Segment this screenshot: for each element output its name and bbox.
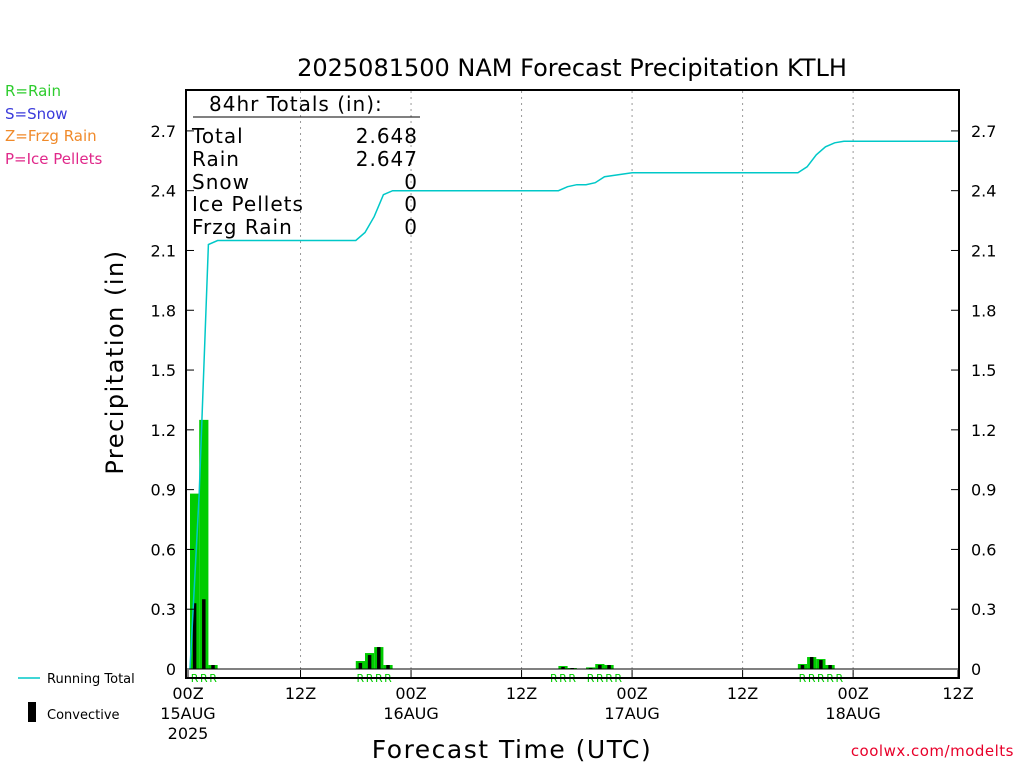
ptype-legend-rain: R=Rain [5,82,61,100]
y-axis-label: Precipitation (in) [101,249,129,474]
x-tick-date-label: 17AUG [604,704,659,723]
totals-box: 84hr Totals (in): Total 2.648 Rain 2.647… [191,92,420,239]
convective-legend-label: Convective [47,708,120,723]
grid-lines [300,91,854,677]
y-tick-label-right: 2.4 [971,182,996,201]
x-axis-label: Forecast Time (UTC) [372,735,652,764]
y-tick-label-right: 0.6 [971,540,996,559]
y-tick-label-left: 0 [166,660,176,679]
x-tick-date-label: 2025 [168,724,209,743]
precip-bars [190,419,835,669]
totals-header: 84hr Totals (in): [209,92,383,116]
convective-bar [561,667,565,669]
x-tick-date-label: 15AUG [160,704,215,723]
x-tick-label: 00Z [172,684,203,703]
x-tick-date-label: 16AUG [383,704,438,723]
y-tick-label-right: 2.7 [971,122,996,141]
ptype-legend-frzg-rain: Z=Frzg Rain [5,127,97,145]
y-tick-label-right: 0.3 [971,600,996,619]
totals-label-ice-pellets: Ice Pellets [192,192,304,216]
y-tick-label-right: 1.5 [971,361,996,380]
y-tick-label-right: 0.9 [971,481,996,500]
ptype-legend-snow: S=Snow [5,105,68,123]
totals-value-total: 2.648 [356,124,418,148]
bottom-legend: Running Total Convective [18,672,135,723]
convective-bar [192,603,197,669]
y-tick-label-right: 0 [971,660,981,679]
x-tick-label: 00Z [395,684,426,703]
totals-label-snow: Snow [192,170,250,194]
x-tick-label: 12Z [285,684,316,703]
x-tick-label: 12Z [727,684,758,703]
y-tick-label-right: 1.8 [971,301,996,320]
convective-bar [598,665,602,669]
convective-bar [377,647,381,669]
totals-label-rain: Rain [192,147,240,171]
running-total-line [189,140,958,670]
convective-bar [828,665,832,669]
y-tick-label-left: 1.2 [151,421,176,440]
y-tick-label-left: 1.8 [151,301,176,320]
ptype-legend-ice-pellets: P=Ice Pellets [5,150,103,168]
credit-link[interactable]: coolwx.com/modelts [850,742,1014,760]
convective-bar [211,665,215,669]
y-tick-label-right: 1.2 [971,421,996,440]
x-tick-label: 12Z [506,684,537,703]
precip-bar [199,419,209,669]
y-tick-label-left: 0.3 [151,600,176,619]
convective-bar [386,665,390,669]
y-tick-label-right: 2.1 [971,241,996,260]
totals-value-rain: 2.647 [356,147,418,171]
plot-frame [185,89,960,679]
convective-bar [202,599,206,669]
convective-swatch [28,702,36,722]
convective-bar [800,665,805,669]
totals-label-total: Total [191,124,244,148]
convective-bar [358,663,363,669]
y-axis-ticks: 0 00.3 0.30.6 0.60.9 0.91.2 1.21.5 1.51.8 1.82.… [151,122,997,679]
chart-title: 2025081500 NAM Forecast Precipitation KT… [297,54,847,82]
x-tick-label: 00Z [837,684,868,703]
x-tick-date-label: 18AUG [825,704,880,723]
convective-bar [607,665,611,669]
y-tick-label-left: 0.9 [151,481,176,500]
y-tick-label-left: 0.6 [151,540,176,559]
totals-value-snow: 0 [404,170,418,194]
x-tick-label: 12Z [942,684,973,703]
y-tick-label-left: 2.4 [151,182,176,201]
totals-value-frzg-rain: 0 [404,215,418,239]
y-tick-label-left: 1.5 [151,361,176,380]
convective-bar [367,655,372,669]
convective-bar [809,657,814,669]
y-tick-label-left: 2.7 [151,122,176,141]
x-tick-label: 00Z [616,684,647,703]
totals-label-frzg-rain: Frzg Rain [192,215,293,239]
running-total-legend-label: Running Total [47,672,135,687]
y-tick-label-left: 2.1 [151,241,176,260]
totals-value-ice-pellets: 0 [404,192,418,216]
convective-bar [819,660,823,669]
